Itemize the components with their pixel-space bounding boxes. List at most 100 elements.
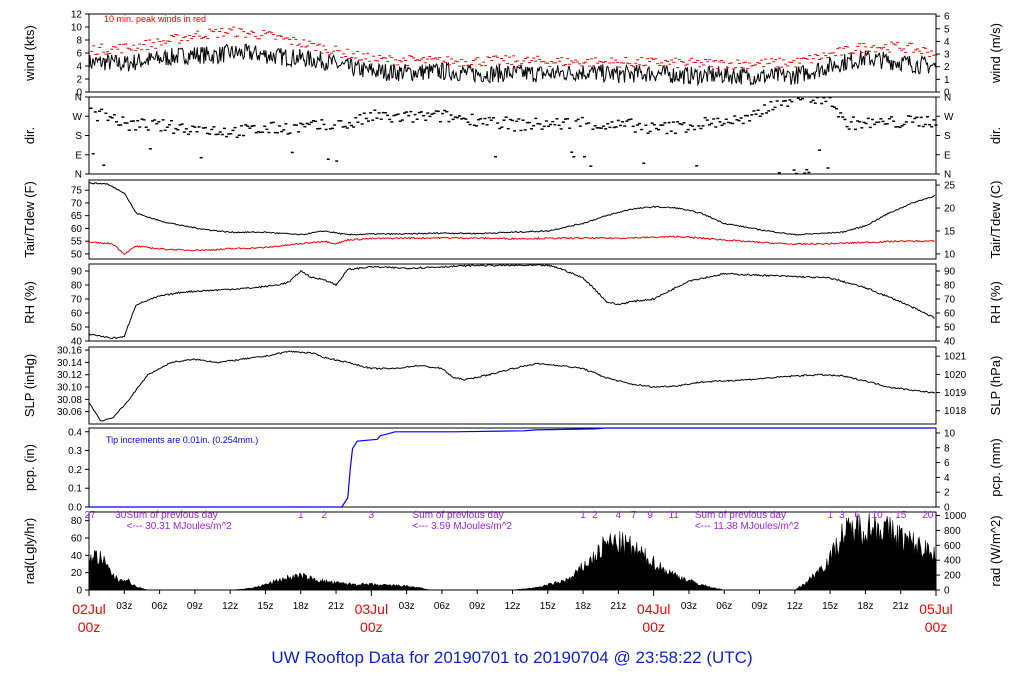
rad-tip-label: 4: [616, 510, 622, 521]
y-tick-label-right: 0: [944, 88, 950, 99]
y-tick-label-left: 0: [76, 586, 82, 597]
y-tick-label-left: 30.14: [57, 358, 82, 369]
x-tick-label: 12z: [504, 601, 520, 612]
x-tick-label: 18z: [575, 601, 591, 612]
x-tick-label: 18z: [857, 601, 873, 612]
y-tick-label-left: 2: [76, 75, 82, 86]
y-tick-label-left: W: [73, 112, 83, 123]
y-tick-label-left: 30.08: [57, 395, 82, 406]
y-tick-label-right: W: [944, 112, 954, 123]
y-tick-label-right: 0: [944, 586, 950, 597]
date-label: 04Jul: [637, 601, 670, 617]
panel-frame: [88, 263, 937, 342]
y-tick-label-right: 2: [944, 62, 950, 73]
x-tick-label: 12z: [222, 601, 238, 612]
x-tick-label: 21z: [328, 601, 344, 612]
y-tick-label-right: 1020: [944, 370, 967, 381]
y-tick-label-left: 75: [71, 186, 83, 197]
y-tick-label-left: 60: [71, 534, 83, 545]
panel-frame: [88, 179, 937, 260]
x-tick-label: 21z: [610, 601, 626, 612]
y-tick-label-left: N: [75, 170, 82, 181]
y-tick-label-left: E: [75, 150, 82, 161]
y-tick-label-right: 70: [944, 295, 956, 306]
y-axis-label-right: SLP (hPa): [988, 356, 1003, 416]
rad-sum-value: <--- 11.38 MJoules/m^2: [695, 521, 800, 532]
y-tick-label-right: 25: [944, 181, 956, 192]
date-time-label: 00z: [78, 619, 101, 635]
y-tick-label-left: 80: [71, 281, 83, 292]
rad-sum-value: <--- 3.59 MJoules/m^2: [413, 521, 513, 532]
x-tick-label: 12z: [787, 601, 803, 612]
y-tick-label-left: 30.06: [57, 407, 82, 418]
date-time-label: 00z: [925, 619, 948, 635]
y-tick-label-right: 1021: [944, 352, 967, 363]
x-tick-label: 06z: [716, 601, 732, 612]
pcp-annotation: Tip increments are 0.01in. (0.254mm.): [106, 435, 258, 445]
y-tick-label-left: 50: [71, 323, 83, 334]
panel-frame: [88, 427, 937, 508]
y-tick-label-right: 1019: [944, 388, 967, 399]
y-tick-label-left: 4: [76, 62, 82, 73]
y-tick-label-right: S: [944, 131, 951, 142]
y-tick-label-left: S: [75, 131, 82, 142]
y-tick-label-right: 10: [944, 428, 956, 439]
y-tick-label-right: 40: [944, 337, 956, 348]
series-wind-line: [88, 43, 937, 87]
rad-tip-label: 3: [369, 510, 375, 521]
y-axis-label-left: Tair/Tdew (F): [22, 181, 37, 258]
y-axis-label-left: rad(Lgly/hr): [22, 518, 37, 584]
y-tick-label-right: 20: [944, 204, 956, 215]
y-tick-label-left: 30.16: [57, 346, 82, 357]
x-tick-label: 15z: [540, 601, 556, 612]
y-axis-label-right: wind (m/s): [988, 23, 1003, 84]
rad-tip-label: 30: [115, 510, 127, 521]
y-tick-label-left: N: [75, 93, 82, 104]
y-tick-label-left: 10: [71, 23, 83, 34]
y-tick-label-left: 20: [71, 568, 83, 579]
y-axis-label-left: pcp. (in): [22, 444, 37, 491]
rad-tip-label: 2: [321, 510, 327, 521]
rad-tip-label: 7: [631, 510, 637, 521]
y-tick-label-left: 0.0: [68, 503, 82, 514]
y-tick-label-right: 200: [944, 571, 961, 582]
series-rh-line: [88, 263, 935, 340]
rad-tip-label: 20: [922, 510, 934, 521]
series-slp-line: [88, 350, 935, 422]
y-tick-label-right: 80: [944, 281, 956, 292]
y-tick-label-left: 80: [71, 516, 83, 527]
y-tick-label-left: 30.12: [57, 370, 82, 381]
y-tick-label-right: 5: [944, 24, 950, 35]
x-tick-label: 15z: [257, 601, 273, 612]
x-tick-label: 09z: [187, 601, 203, 612]
rad-sum-value: <--- 30.31 MJoules/m^2: [127, 521, 232, 532]
y-tick-label-right: 4: [944, 37, 950, 48]
y-tick-label-left: 0.2: [68, 465, 82, 476]
rad-tip-label: 10: [872, 510, 884, 521]
rad-sum-label: Sum of previous day: [127, 510, 218, 521]
x-tick-label: 03z: [116, 601, 132, 612]
y-tick-label-right: 800: [944, 526, 961, 537]
y-tick-label-right: 1: [944, 75, 950, 86]
x-tick-label: 03z: [399, 601, 415, 612]
rad-tip-label: 1: [580, 510, 586, 521]
rad-tip-label: 27: [84, 510, 96, 521]
y-tick-label-right: N: [944, 170, 951, 181]
y-axis-label-right: Tair/Tdew (C): [988, 180, 1003, 258]
x-tick-label: 15z: [822, 601, 838, 612]
series-tdew-line: [88, 235, 935, 255]
panel-frame: [88, 96, 937, 175]
y-tick-label-left: 65: [71, 211, 83, 222]
date-label: 03Jul: [355, 601, 388, 617]
wind-annotation: 10 min. peak winds in red: [104, 14, 206, 24]
rad-tip-label: 1: [827, 510, 833, 521]
rad-tip-label: 2: [592, 510, 598, 521]
x-tick-label: 18z: [293, 601, 309, 612]
y-tick-label-left: 6: [76, 49, 82, 60]
y-tick-label-left: 0.4: [68, 427, 82, 438]
y-tick-label-right: 60: [944, 309, 956, 320]
rad-sum-label: Sum of previous day: [695, 510, 786, 521]
y-tick-label-right: 600: [944, 541, 961, 552]
x-tick-label: 06z: [434, 601, 450, 612]
